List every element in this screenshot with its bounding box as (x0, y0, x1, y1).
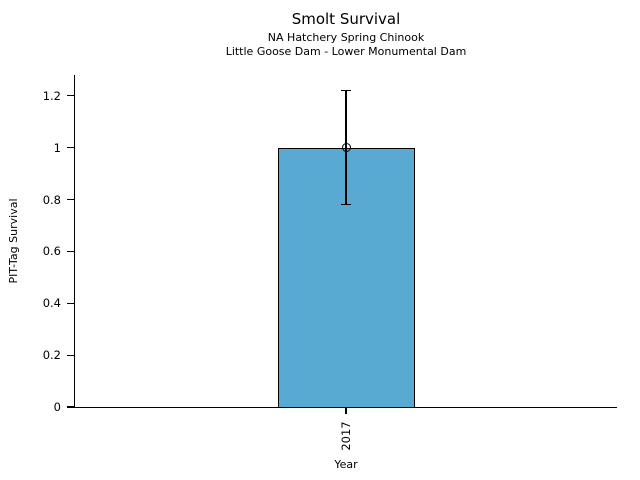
y-tick-label: 0.2 (42, 348, 61, 363)
y-tick-mark (66, 95, 74, 97)
y-tick-label: 0.6 (42, 244, 61, 259)
chart-subtitle-line1: NA Hatchery Spring Chinook (267, 31, 425, 44)
y-axis-spine (73, 75, 75, 409)
y-tick-mark (66, 198, 74, 201)
y-tick-label: 0.4 (42, 296, 61, 311)
y-tick-mark (66, 302, 74, 304)
y-tick-mark (66, 250, 74, 252)
y-tick-mark (66, 354, 74, 356)
y-tick-mark (66, 147, 74, 149)
y-tick-label: 0.8 (42, 192, 61, 207)
chart-subtitle-line2: Little Goose Dam - Lower Monumental Dam (225, 45, 467, 58)
y-tick-mark (66, 406, 74, 408)
x-axis-label: Year (334, 458, 358, 471)
y-axis-label: PIT-Tag Survival (7, 198, 20, 284)
data-point-marker (341, 143, 351, 153)
y-tick-label: 1.2 (42, 88, 61, 103)
chart-title: Smolt Survival (291, 10, 401, 28)
y-tick-label: 1 (53, 140, 61, 155)
x-tick-mark (345, 408, 347, 415)
error-bar-cap-bottom (341, 204, 351, 206)
y-tick-label: 0 (53, 400, 61, 414)
error-bar-cap-top (341, 89, 351, 92)
